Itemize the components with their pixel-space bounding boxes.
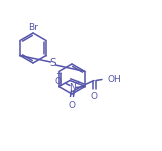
Text: OH: OH <box>107 74 121 84</box>
Text: Br: Br <box>28 22 38 32</box>
Text: −: − <box>56 69 62 79</box>
Text: S: S <box>50 58 56 69</box>
Text: O: O <box>91 92 98 101</box>
Text: +: + <box>75 80 80 85</box>
Text: O: O <box>55 77 62 86</box>
Text: O: O <box>69 101 75 109</box>
Text: N: N <box>70 82 76 92</box>
